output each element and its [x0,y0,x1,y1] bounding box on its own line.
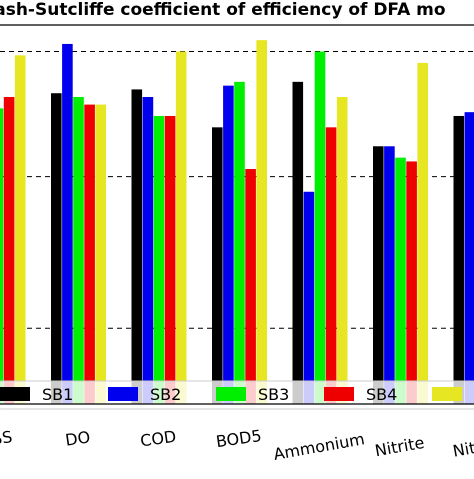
bar-sb2-ammonium [303,191,315,404]
bar-sb2-nitrate [464,112,474,405]
bar-sb3-bod5 [234,81,245,404]
bar-sb1-nitrite [373,146,384,404]
bar-sb4-tss [3,97,15,404]
bar-sb4-do [84,104,95,404]
bar-sb5-nitrite [417,62,428,405]
bar-sb4-nitrite [406,161,417,404]
legend-swatch-sb5 [432,387,462,401]
bar-sb1-bod5 [212,127,223,404]
legend-swatch-sb1 [0,387,30,401]
bar-sb1-cod [131,89,143,405]
bar-sb3-nitrite [395,157,406,404]
bar-sb1-nitrate [453,115,465,405]
bars [0,40,474,405]
legend-swatch-sb2 [108,387,138,401]
bar-sb4-ammonium [325,127,337,404]
legend: SB1 SB2 SB3 SB4 [0,380,474,410]
legend-label-sb1: SB1 [42,385,73,404]
legend-label-sb4: SB4 [366,385,397,404]
bar-sb3-do [73,97,84,404]
bar-sb4-cod [164,115,176,405]
x-tick-label-cod: COD [139,427,177,451]
legend-swatch-sb3 [216,387,246,401]
x-tick-label-do: DO [64,427,91,449]
bar-sb5-ammonium [336,97,348,404]
chart-title: Nash-Sutcliffe coefficient of efficiency… [0,0,446,20]
bar-sb5-cod [175,51,187,404]
x-tick-label-bod5: BOD5 [215,426,263,451]
bar-sb5-bod5 [256,40,267,404]
legend-label-sb2: SB2 [150,385,181,404]
bar-sb2-cod [142,97,154,404]
x-tick-label-nitrite: Nitrite [373,433,425,460]
bar-sb1-do [51,93,62,404]
bar-sb3-ammonium [314,51,326,404]
legend-swatch-sb4 [324,387,354,401]
bar-sb1-ammonium [292,81,304,404]
x-tick-label-ammonium: Ammonium [272,429,366,464]
bar-sb5-tss [14,55,26,404]
x-tick-label-tss: TSS [0,427,13,450]
bar-sb2-do [62,43,73,404]
bar-sb2-nitrite [384,146,395,404]
legend-label-sb3: SB3 [258,385,289,404]
bar-sb2-bod5 [223,85,234,404]
x-tick-label-nitrate: Nitrate [451,432,474,460]
bar-sb3-tss [0,108,4,404]
bar-sb4-bod5 [245,169,256,404]
bar-sb3-cod [153,115,165,405]
bar-sb5-do [95,104,106,404]
x-tick-labels: TSSDOCODBOD5AmmoniumNitriteNitratePho [0,426,474,464]
